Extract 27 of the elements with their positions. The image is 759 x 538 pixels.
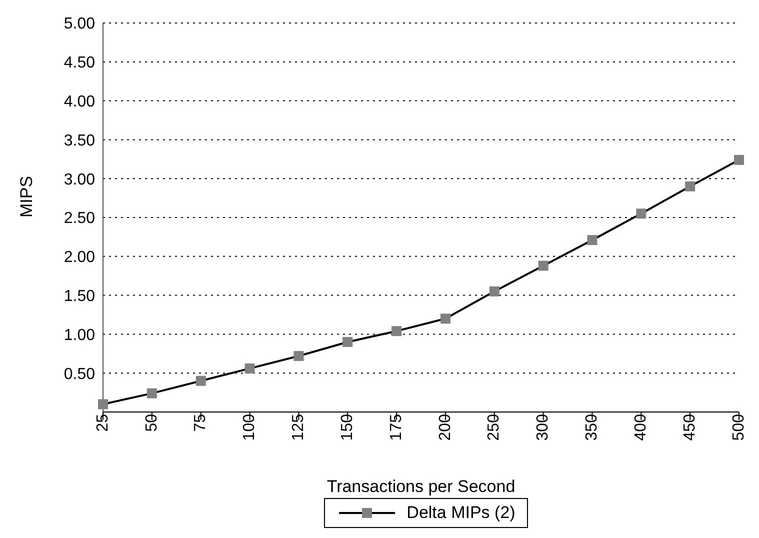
y-tick-label: 5.00 bbox=[64, 16, 96, 33]
y-tick-label: 0.50 bbox=[64, 366, 96, 383]
x-tick-label: 75 bbox=[192, 414, 210, 432]
x-tick-label: 450 bbox=[681, 414, 698, 441]
x-tick-label: 100 bbox=[241, 414, 258, 441]
x-tick-label: 50 bbox=[143, 414, 160, 432]
x-tick-label: 400 bbox=[632, 414, 650, 441]
x-tick-label: 200 bbox=[436, 414, 454, 441]
x-tick-label: 125 bbox=[290, 414, 308, 441]
x-tick-label: 350 bbox=[584, 414, 601, 441]
y-tick-label: 1.00 bbox=[64, 326, 96, 344]
y-tick-label: 4.50 bbox=[64, 54, 96, 72]
x-tick-label: 175 bbox=[388, 414, 405, 441]
y-tick-label: 2.00 bbox=[64, 249, 96, 266]
x-tick-label: 500 bbox=[730, 414, 748, 441]
y-tick-label: 3.50 bbox=[64, 132, 96, 150]
x-tick-label: 250 bbox=[486, 414, 503, 441]
y-tick-label: 3.00 bbox=[64, 171, 96, 188]
y-axis-title: MIPS bbox=[17, 176, 36, 218]
y-tick-label: 4.00 bbox=[64, 93, 96, 110]
y-tick-label: 2.50 bbox=[64, 210, 96, 228]
x-tick-label: 25 bbox=[94, 414, 112, 432]
x-axis-title: Transactions per Second bbox=[326, 477, 516, 496]
y-tick-label: 1.50 bbox=[64, 288, 96, 305]
x-tick-label: 300 bbox=[534, 414, 552, 441]
legend-label: Delta MIPs (2) bbox=[406, 503, 516, 523]
x-tick-label: 150 bbox=[338, 414, 356, 441]
